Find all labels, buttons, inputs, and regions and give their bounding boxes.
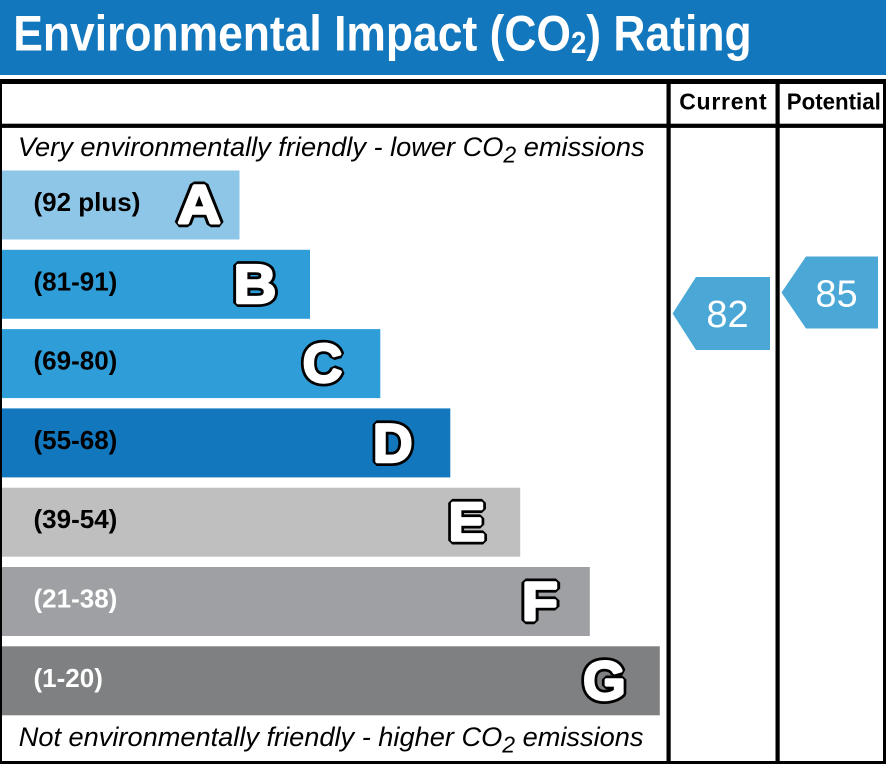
svg-text:(69-80): (69-80): [34, 346, 118, 376]
svg-text:A: A: [177, 175, 221, 236]
svg-text:F: F: [522, 571, 558, 632]
svg-text:Not environmentally friendly -: Not environmentally friendly - higher CO…: [19, 721, 644, 758]
svg-text:E: E: [448, 491, 485, 553]
svg-text:F: F: [522, 571, 558, 632]
svg-text:G: G: [583, 650, 626, 712]
svg-text:B: B: [233, 254, 276, 315]
svg-text:D: D: [373, 412, 413, 474]
svg-text:(39-54): (39-54): [34, 504, 118, 534]
svg-text:82: 82: [706, 294, 748, 336]
svg-text:C: C: [303, 332, 343, 394]
svg-text:G: G: [583, 650, 626, 712]
svg-text:85: 85: [815, 273, 857, 315]
svg-text:(92 plus): (92 plus): [34, 187, 141, 217]
svg-text:(1-20): (1-20): [34, 663, 103, 693]
svg-text:D: D: [373, 412, 413, 474]
svg-text:(55-68): (55-68): [34, 425, 118, 455]
svg-text:B: B: [233, 254, 276, 315]
svg-text:Environmental Impact (CO2) Rat: Environmental Impact (CO2) Rating: [13, 6, 751, 62]
svg-text:(81-91): (81-91): [34, 266, 118, 296]
svg-text:E: E: [448, 491, 485, 553]
svg-text:Potential: Potential: [787, 89, 881, 115]
svg-text:C: C: [303, 332, 343, 394]
svg-text:Very environmentally friendly: Very environmentally friendly - lower CO…: [18, 131, 645, 168]
svg-text:Current: Current: [679, 89, 767, 115]
svg-text:(21-38): (21-38): [34, 584, 118, 614]
svg-text:A: A: [177, 175, 221, 236]
